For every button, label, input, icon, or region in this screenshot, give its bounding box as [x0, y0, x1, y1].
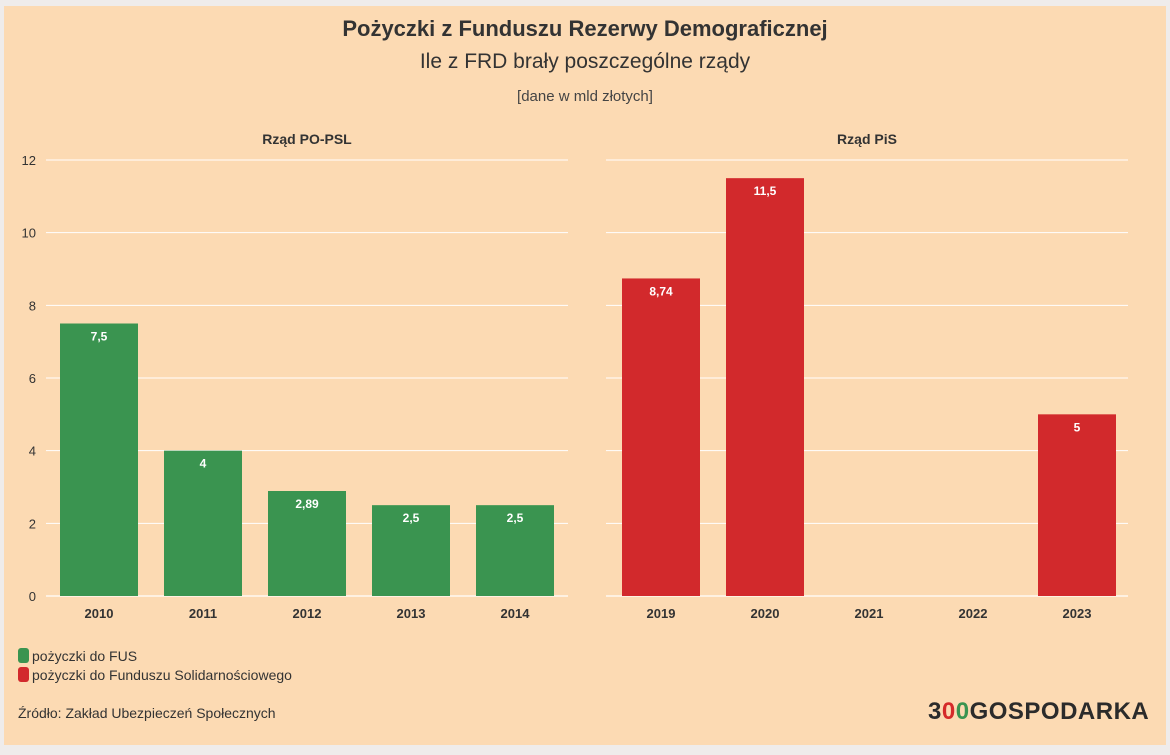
chart-title: Pożyczki z Funduszu Rezerwy Demograficzn… — [342, 16, 828, 41]
x-tick-label-2012: 2012 — [293, 606, 322, 621]
bar-2020 — [726, 178, 804, 596]
y-tick-label: 8 — [29, 298, 36, 313]
panel-title: Rząd PiS — [837, 131, 897, 147]
logo-digit-0-red: 0 — [941, 698, 956, 725]
bar-2019 — [622, 278, 700, 596]
data-label-2010: 7,5 — [91, 330, 108, 344]
y-tick-label: 6 — [29, 371, 36, 386]
y-tick-label: 0 — [29, 589, 36, 604]
bar-2012 — [268, 490, 346, 596]
x-tick-label-2013: 2013 — [397, 606, 426, 621]
source-note: Źródło: Zakład Ubezpieczeń Społecznych — [18, 705, 276, 721]
legend-item-solidarity: pożyczki do Funduszu Solidarnościowego — [18, 667, 292, 683]
chart-subtitle: Ile z FRD brały poszczególne rządy — [419, 50, 751, 73]
logo-digit-0-green: 0 — [955, 698, 970, 725]
x-tick-label-2014: 2014 — [501, 606, 531, 621]
y-tick-label: 12 — [22, 153, 36, 168]
bar-2011 — [164, 450, 242, 596]
data-label-2011: 4 — [200, 457, 207, 471]
data-label-2014: 2,5 — [507, 511, 524, 525]
legend-label-fus: pożyczki do FUS — [32, 648, 138, 664]
y-tick-label: 2 — [29, 516, 36, 531]
chart-unit-note: [dane w mld złotych] — [517, 88, 653, 105]
bar-2013 — [372, 505, 450, 596]
bar-2023 — [1038, 414, 1116, 596]
data-label-2013: 2,5 — [403, 511, 420, 525]
logo-digit-3: 3 — [928, 698, 942, 725]
x-tick-label-2021: 2021 — [855, 606, 884, 621]
data-label-2019: 8,74 — [649, 284, 673, 298]
x-tick-label-2023: 2023 — [1063, 606, 1092, 621]
chart-card — [4, 6, 1166, 745]
x-tick-label-2011: 2011 — [189, 606, 217, 621]
legend-swatch-red — [18, 667, 29, 682]
bar-2014 — [476, 505, 554, 596]
legend-label-solidarity: pożyczki do Funduszu Solidarnościowego — [32, 667, 292, 683]
y-tick-label: 4 — [29, 444, 36, 459]
legend-swatch-green — [18, 648, 29, 663]
data-label-2023: 5 — [1074, 420, 1081, 434]
data-label-2012: 2,89 — [295, 497, 319, 511]
legend-item-fus: pożyczki do FUS — [18, 648, 137, 664]
x-tick-label-2010: 2010 — [85, 606, 114, 621]
brand-logo: 300GOSPODARKA — [928, 698, 1149, 726]
bar-2010 — [60, 323, 138, 596]
data-label-2020: 11,5 — [754, 184, 777, 198]
y-tick-label: 10 — [22, 226, 36, 241]
x-tick-label-2019: 2019 — [647, 606, 676, 621]
panel-title: Rząd PO-PSL — [262, 131, 352, 147]
x-tick-label-2022: 2022 — [959, 606, 988, 621]
logo-wordmark: GOSPODARKA — [969, 698, 1150, 725]
x-tick-label-2020: 2020 — [751, 606, 780, 621]
